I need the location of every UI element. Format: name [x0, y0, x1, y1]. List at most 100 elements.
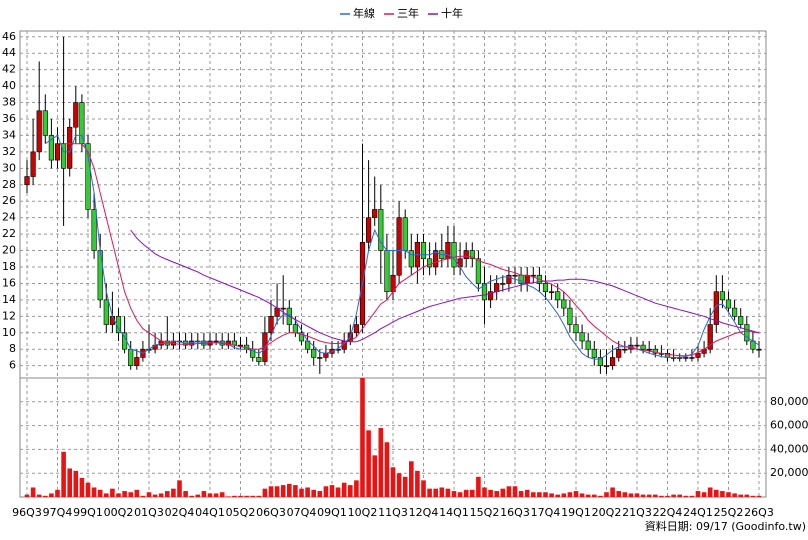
volume-tick-label: 20,000 — [770, 466, 808, 479]
candle-body — [719, 291, 725, 301]
y-tick-label: 16 — [2, 276, 16, 289]
volume-bar — [653, 494, 658, 497]
candle-body — [323, 353, 329, 358]
candle-body — [268, 316, 274, 334]
volume-bar — [689, 495, 695, 497]
candle-body — [317, 357, 323, 359]
volume-bar — [232, 495, 237, 497]
volume-bar — [567, 492, 573, 497]
volume-bar — [592, 494, 597, 497]
volume-tick-label: 60,000 — [770, 419, 808, 432]
volume-bar — [293, 485, 298, 497]
x-tick-label: 97Q4 — [43, 506, 73, 519]
y-tick-label: 32 — [2, 145, 16, 158]
candle-body — [695, 353, 701, 358]
x-tick-label: 12Q4 — [409, 506, 439, 519]
volume-bar — [738, 494, 743, 497]
footer: 資料日期: 09/17 (Goodinfo.tw) — [645, 519, 806, 533]
volume-bar — [256, 495, 262, 497]
ma-line — [130, 229, 760, 343]
candle-body — [54, 143, 61, 161]
volume-bar — [323, 486, 329, 497]
volume-bar — [622, 492, 628, 497]
x-tick-label: 99Q1 — [73, 506, 103, 519]
candle-body — [420, 242, 427, 260]
x-tick-label: 04Q1 — [195, 506, 225, 519]
candle-body — [384, 250, 390, 292]
x-tick-label: 07Q4 — [287, 506, 317, 519]
volume-bar — [518, 491, 524, 497]
x-tick-label: 17Q4 — [531, 506, 561, 519]
candle-body — [689, 357, 695, 359]
volume-bar — [720, 491, 725, 497]
y-tick-label: 40 — [2, 79, 16, 92]
volume-bar — [366, 430, 371, 497]
volume-bar — [665, 495, 670, 497]
volume-bar — [183, 491, 188, 497]
volume-bar — [158, 493, 164, 497]
y-tick-label: 26 — [2, 194, 16, 207]
volume-bar — [372, 455, 377, 497]
y-tick-label: 38 — [2, 96, 16, 109]
candle-body — [683, 357, 689, 359]
y-tick-label: 46 — [2, 30, 16, 43]
volume-bar — [134, 489, 140, 497]
x-tick-label: 06Q3 — [256, 506, 286, 519]
volume-bar — [335, 487, 341, 497]
volume-bar — [585, 494, 591, 497]
volume-bar — [561, 493, 567, 497]
x-tick-label: 02Q4 — [165, 506, 195, 519]
volume-bar — [79, 477, 85, 497]
candle-body — [256, 357, 262, 362]
volume-bar — [579, 493, 585, 497]
legend-label: 三年 — [397, 6, 419, 20]
candle-body — [634, 344, 640, 347]
volume-bar — [756, 495, 762, 497]
volume-bar — [116, 493, 121, 497]
candle-body — [237, 344, 244, 347]
volume-bar — [750, 495, 756, 497]
volume-bar — [659, 495, 664, 497]
volume-bar — [165, 491, 170, 497]
candle-body — [85, 143, 91, 210]
candle-body — [372, 209, 378, 218]
volume-tick-label: 80,000 — [770, 395, 808, 408]
volume-bar — [146, 492, 152, 497]
candle-body — [36, 110, 42, 153]
volume-bar — [396, 473, 402, 497]
candle-body — [603, 365, 610, 367]
y-tick-label: 42 — [2, 63, 16, 76]
candle-body — [91, 209, 97, 251]
volume-bar — [628, 493, 634, 497]
candle-body — [640, 344, 646, 350]
volume-bar — [427, 488, 432, 497]
x-tick-label: 20Q2 — [592, 506, 622, 519]
candle-body — [451, 242, 457, 268]
candle-body — [530, 274, 536, 277]
volume-bar — [238, 495, 243, 497]
candle-body — [463, 250, 469, 260]
candle-body — [731, 307, 738, 317]
volume-bar — [226, 496, 231, 497]
legend-label: 年線 — [353, 6, 375, 20]
volume-bar — [329, 485, 335, 497]
volume-bar — [250, 495, 255, 497]
volume-bar — [463, 489, 469, 497]
volume-bar — [470, 489, 475, 497]
candle-body — [280, 307, 286, 310]
volume-bar — [646, 494, 652, 497]
x-tick-label: 01Q3 — [134, 506, 164, 519]
volume-bar — [73, 470, 79, 497]
volume-bar — [128, 492, 133, 497]
candle-body — [591, 348, 597, 358]
volume-bar — [280, 485, 286, 497]
y-tick-label: 24 — [2, 211, 16, 224]
volume-bar — [317, 491, 323, 497]
volume-bar — [421, 480, 426, 497]
volume-bar — [634, 493, 640, 497]
volume-bar — [549, 493, 554, 497]
x-tick-label: 16Q3 — [500, 506, 530, 519]
x-tick-label: 05Q2 — [226, 506, 256, 519]
x-tick-label: 09Q1 — [317, 506, 347, 519]
x-tick-label: 19Q1 — [561, 506, 591, 519]
